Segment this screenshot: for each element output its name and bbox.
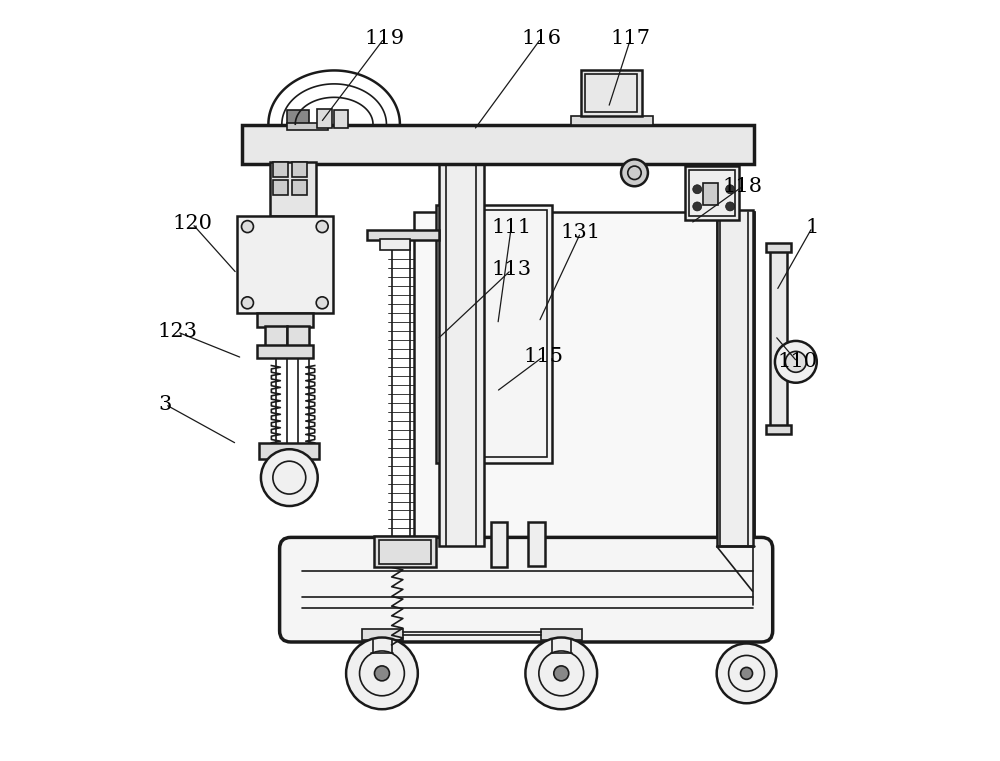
Circle shape (741, 667, 753, 680)
Text: 120: 120 (172, 214, 212, 233)
Circle shape (346, 638, 418, 709)
Circle shape (374, 666, 389, 681)
Bar (766, 425, 791, 435)
Bar (287, 326, 309, 347)
Text: 115: 115 (523, 347, 563, 366)
Bar (273, 180, 288, 196)
Bar (257, 314, 313, 326)
Text: 123: 123 (157, 323, 197, 342)
Text: 111: 111 (491, 218, 531, 237)
Bar (703, 183, 718, 205)
Text: 113: 113 (491, 260, 531, 279)
Bar (770, 250, 787, 433)
Text: 119: 119 (364, 29, 404, 48)
Bar (259, 442, 319, 459)
Circle shape (775, 341, 817, 383)
Bar (685, 166, 739, 220)
Text: 117: 117 (611, 29, 651, 48)
Circle shape (726, 185, 735, 194)
Bar (491, 523, 507, 567)
Bar (257, 345, 313, 358)
Bar (292, 162, 307, 177)
Circle shape (261, 449, 318, 506)
Bar (581, 70, 642, 116)
Bar (689, 170, 735, 216)
Bar (439, 161, 484, 546)
Bar (287, 110, 309, 126)
Bar (766, 243, 791, 252)
Text: 131: 131 (561, 223, 601, 242)
Text: 1: 1 (806, 218, 819, 237)
Bar (414, 212, 754, 549)
Circle shape (241, 297, 253, 309)
Circle shape (525, 638, 597, 709)
Circle shape (316, 221, 328, 233)
Bar (317, 109, 332, 128)
Bar (541, 629, 582, 640)
Bar (442, 210, 547, 457)
Text: 3: 3 (159, 395, 172, 414)
Bar (292, 180, 307, 196)
Bar (374, 536, 436, 567)
Bar (362, 629, 403, 640)
Bar (287, 123, 328, 130)
Bar (237, 216, 333, 314)
Bar (379, 540, 431, 564)
Bar (334, 110, 348, 128)
Circle shape (693, 202, 702, 211)
Circle shape (241, 221, 253, 233)
Bar (380, 238, 410, 250)
Bar (571, 116, 653, 125)
Circle shape (785, 352, 806, 372)
Bar (717, 210, 753, 546)
Bar (717, 212, 754, 549)
Circle shape (726, 202, 735, 211)
Bar (265, 326, 287, 347)
Text: 110: 110 (777, 352, 817, 371)
FancyBboxPatch shape (280, 537, 773, 642)
Circle shape (554, 666, 569, 681)
Text: 118: 118 (723, 177, 763, 196)
Circle shape (621, 159, 648, 186)
Circle shape (693, 185, 702, 194)
Text: 116: 116 (521, 29, 561, 48)
Bar (270, 162, 316, 216)
Bar (585, 74, 637, 112)
Bar (273, 162, 288, 177)
Bar (242, 125, 754, 164)
Circle shape (316, 297, 328, 309)
Bar (528, 523, 545, 565)
Bar (436, 205, 552, 463)
Circle shape (717, 644, 776, 703)
Bar (367, 230, 439, 240)
